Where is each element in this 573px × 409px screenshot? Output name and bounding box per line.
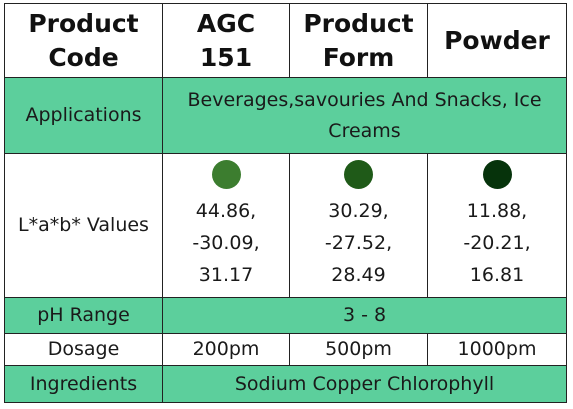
ph-range-row: pH Range 3 - 8 — [4, 297, 567, 334]
lab-l-value-1: 44.86, — [195, 200, 257, 222]
dosage-value-2: 500pm — [289, 333, 428, 366]
header-row: Product Code AGC 151 Product Form Powder — [4, 3, 567, 78]
color-swatch-1 — [211, 160, 241, 189]
ph-range-label: pH Range — [4, 297, 163, 334]
ingredients-row: Ingredients Sodium Copper Chlorophyll — [4, 365, 567, 403]
color-swatch-2 — [344, 160, 373, 189]
dosage-label: Dosage — [4, 333, 163, 366]
lab-l-value-3: 11.88, — [466, 200, 528, 222]
lab-b-value-1: 31.17 — [198, 264, 254, 286]
lab-l-value-2: 30.29, — [328, 200, 389, 222]
color-swatch-3 — [482, 160, 512, 189]
lab-a-value-1: -30.09, — [192, 232, 260, 254]
dosage-value-1: 200pm — [162, 333, 290, 366]
applications-row: Applications Beverages,savouries And Sna… — [4, 77, 567, 154]
product-spec-table: Product Code AGC 151 Product Form Powder… — [4, 3, 567, 403]
applications-value: Beverages,savouries And Snacks, Ice Crea… — [162, 77, 567, 154]
dosage-value-3: 1000pm — [427, 333, 567, 366]
lab-b-value-3: 16.81 — [469, 264, 525, 286]
product-code-label: Product Code — [4, 3, 163, 78]
product-code-value: AGC 151 — [162, 3, 290, 78]
lab-values-label: L*a*b* Values — [4, 153, 163, 298]
lab-values-row: L*a*b* Values 44.86, -30.09, 31.17 30.29… — [4, 153, 567, 298]
lab-sample-3: 11.88, -20.21, 16.81 — [427, 153, 567, 298]
lab-a-value-3: -20.21, — [463, 232, 531, 254]
ingredients-value: Sodium Copper Chlorophyll — [162, 365, 567, 403]
ph-range-value: 3 - 8 — [162, 297, 567, 334]
lab-a-value-2: -27.52, — [324, 232, 393, 254]
lab-sample-1: 44.86, -30.09, 31.17 — [162, 153, 290, 298]
product-form-label: Product Form — [289, 3, 428, 78]
applications-label: Applications — [4, 77, 163, 154]
dosage-row: Dosage 200pm 500pm 1000pm — [4, 333, 567, 366]
product-form-value: Powder — [427, 3, 567, 78]
lab-sample-2: 30.29, -27.52, 28.49 — [289, 153, 428, 298]
ingredients-label: Ingredients — [4, 365, 163, 403]
lab-b-value-2: 28.49 — [331, 264, 386, 286]
